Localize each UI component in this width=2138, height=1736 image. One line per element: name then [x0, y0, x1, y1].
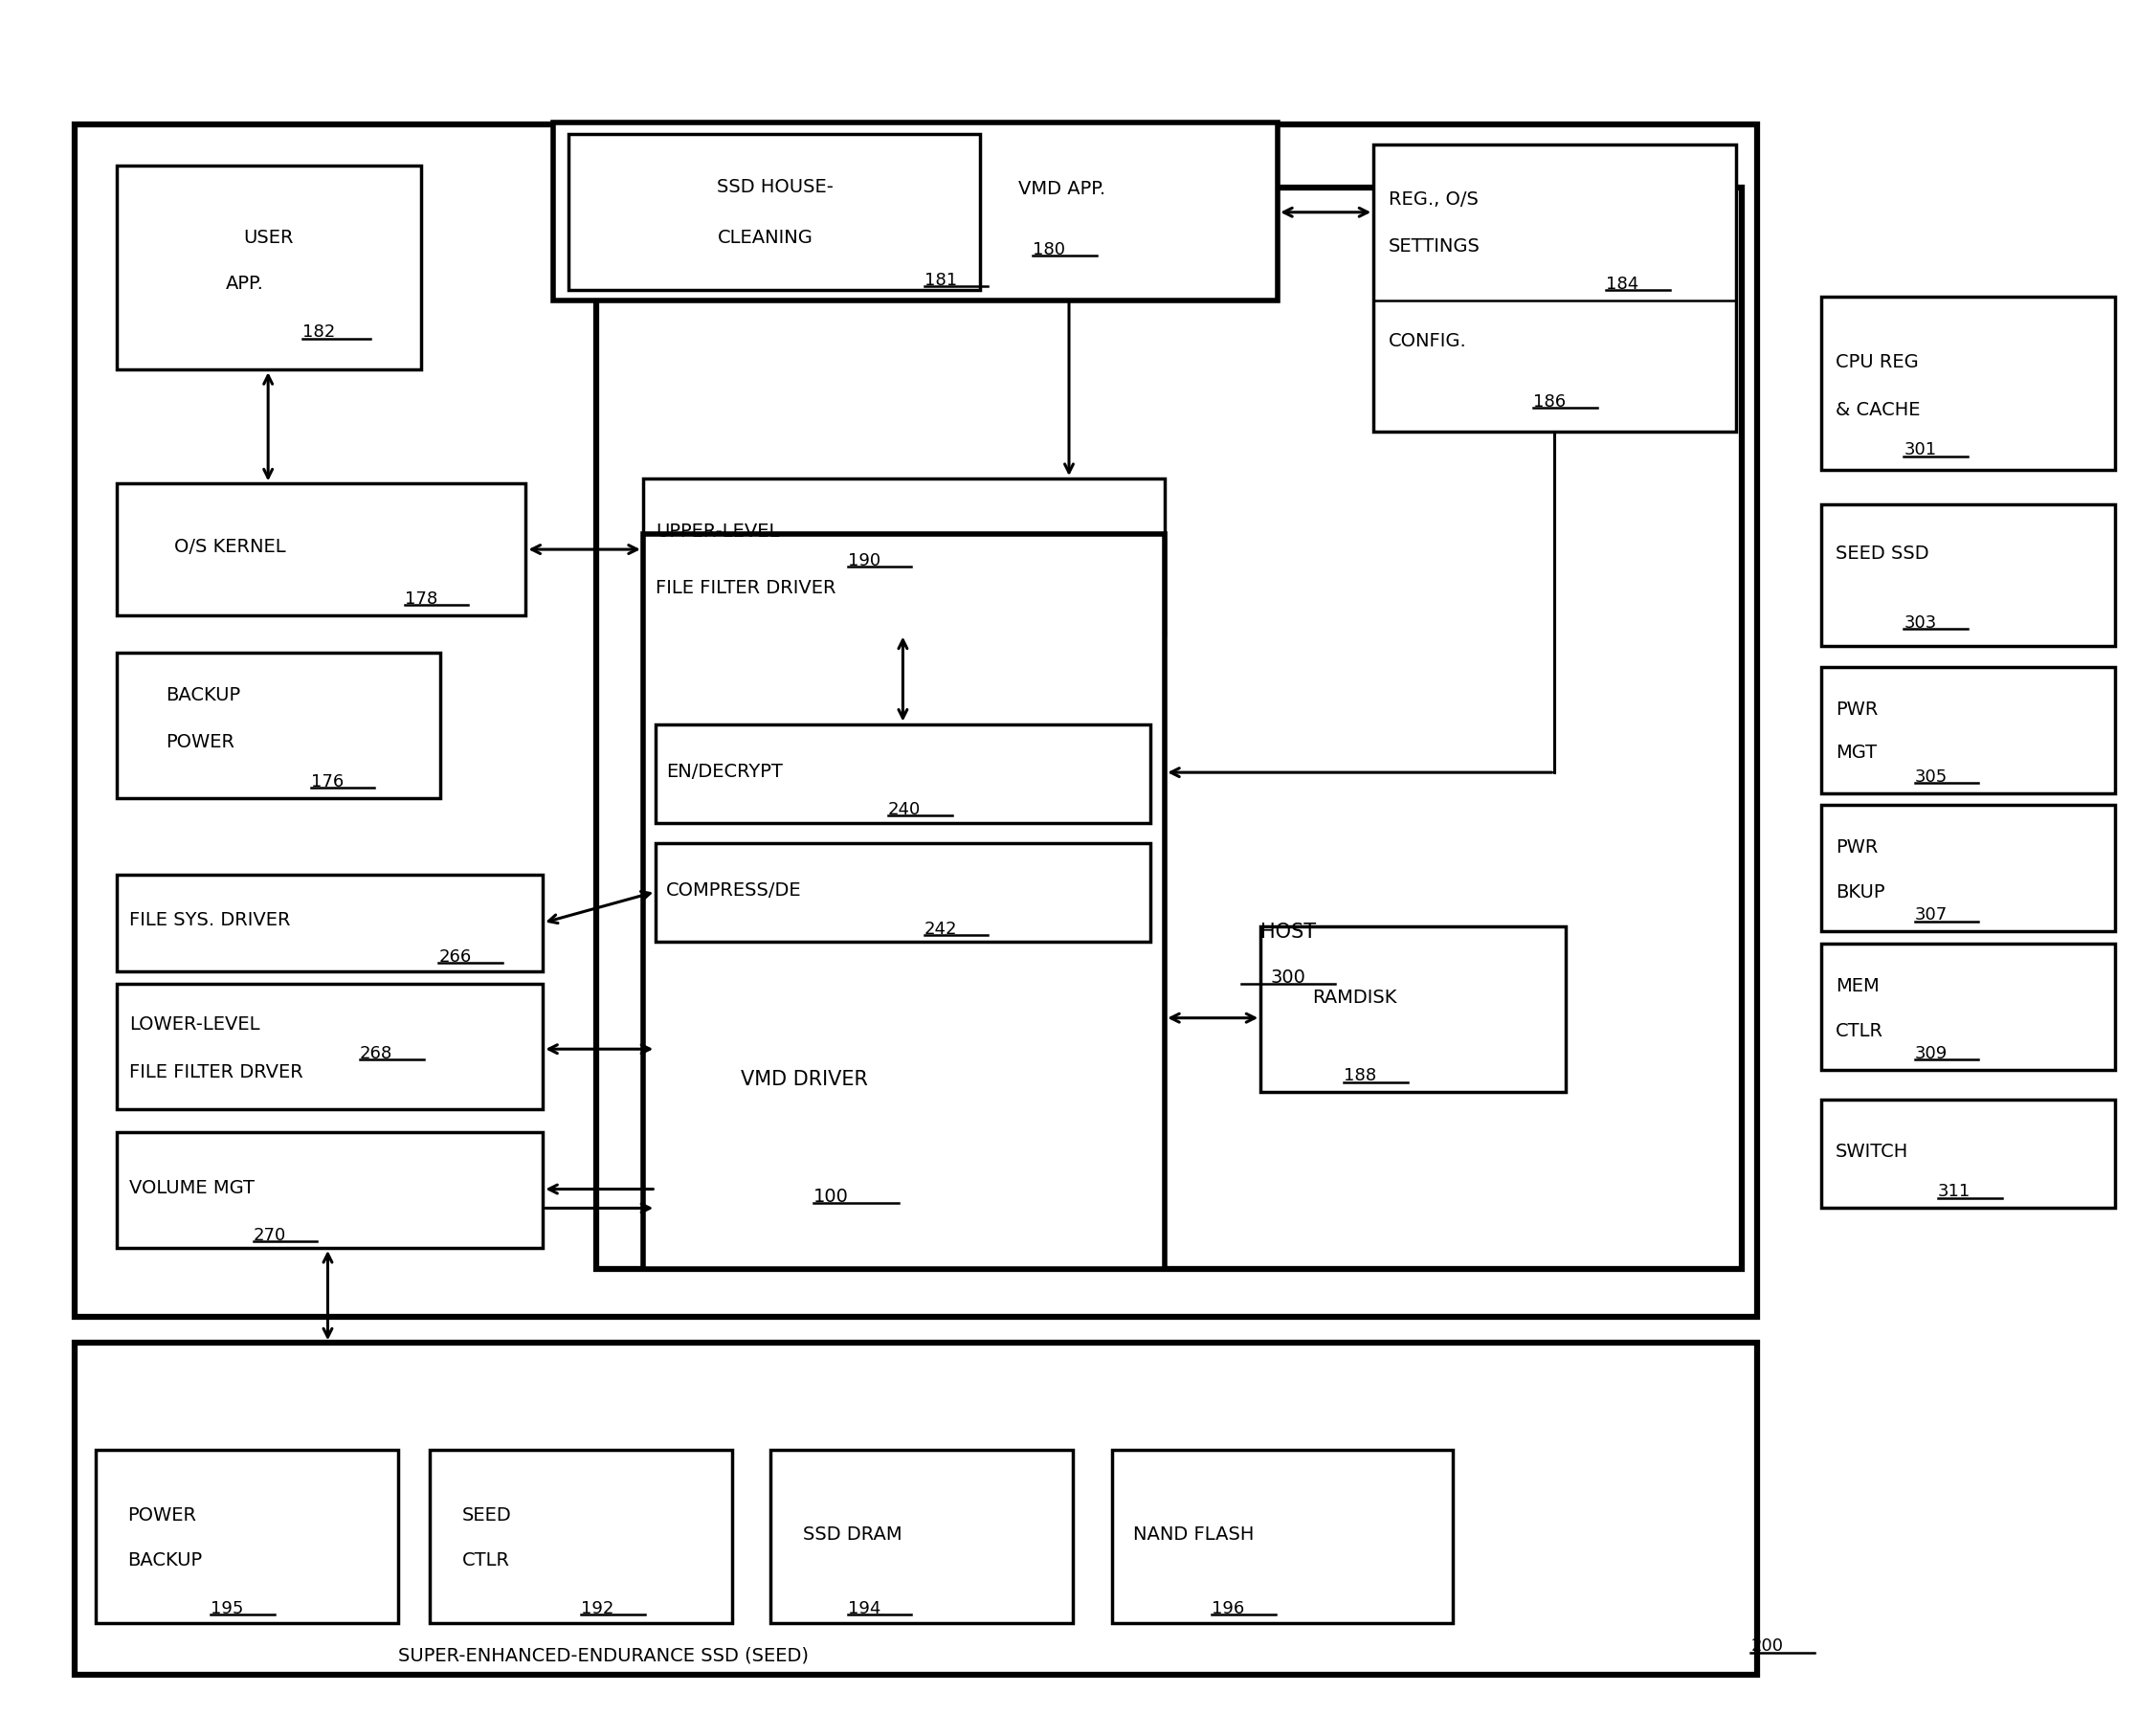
Text: NAND FLASH: NAND FLASH [1133, 1524, 1253, 1542]
Text: & CACHE: & CACHE [1837, 401, 1920, 418]
Text: SEED SSD: SEED SSD [1837, 545, 1928, 562]
Text: 194: 194 [847, 1599, 881, 1616]
Bar [1822, 668, 2114, 793]
Text: CONFIG.: CONFIG. [1388, 332, 1467, 351]
Text: 270: 270 [252, 1226, 286, 1243]
Text: LOWER-LEVEL: LOWER-LEVEL [130, 1014, 261, 1033]
Bar [75, 1344, 1757, 1675]
Text: REG., O/S: REG., O/S [1388, 191, 1477, 208]
Bar [1112, 1450, 1452, 1623]
Bar [772, 1450, 1073, 1623]
Text: 192: 192 [582, 1599, 614, 1616]
Text: POWER: POWER [128, 1505, 197, 1524]
Text: 200: 200 [1751, 1637, 1783, 1654]
Bar [644, 479, 1165, 635]
Text: 182: 182 [301, 323, 336, 340]
Text: 190: 190 [847, 552, 881, 569]
Text: 176: 176 [310, 773, 344, 790]
Bar [1822, 1099, 2114, 1208]
Text: SWITCH: SWITCH [1837, 1142, 1909, 1160]
Text: 301: 301 [1905, 441, 1937, 458]
Text: SETTINGS: SETTINGS [1388, 236, 1479, 255]
Bar [1373, 146, 1736, 432]
Text: EN/DECRYPT: EN/DECRYPT [667, 762, 783, 779]
Bar [118, 654, 440, 799]
Text: SSD DRAM: SSD DRAM [802, 1524, 902, 1542]
Text: 311: 311 [1937, 1182, 1971, 1200]
Text: 268: 268 [359, 1045, 393, 1061]
Text: 195: 195 [212, 1599, 244, 1616]
Text: SEED: SEED [462, 1505, 511, 1524]
Bar [118, 984, 543, 1109]
Text: BACKUP: BACKUP [167, 686, 242, 705]
Text: USER: USER [244, 227, 293, 247]
Bar [644, 535, 1165, 1269]
Text: 188: 188 [1345, 1066, 1377, 1083]
Text: O/S KERNEL: O/S KERNEL [175, 538, 286, 556]
Text: CPU REG: CPU REG [1837, 352, 1918, 372]
Bar [430, 1450, 733, 1623]
Text: 184: 184 [1606, 276, 1638, 293]
Text: 186: 186 [1533, 392, 1565, 410]
Text: SSD HOUSE-: SSD HOUSE- [716, 179, 834, 196]
Text: COMPRESS/DE: COMPRESS/DE [667, 882, 802, 899]
Text: CTLR: CTLR [1837, 1021, 1884, 1040]
Bar [656, 844, 1150, 943]
Text: PWR: PWR [1837, 700, 1879, 719]
Bar [75, 125, 1757, 1318]
Bar [118, 484, 526, 616]
Bar [96, 1450, 398, 1623]
Text: VOLUME MGT: VOLUME MGT [130, 1179, 254, 1196]
Text: BKUP: BKUP [1837, 884, 1886, 901]
Text: FILE FILTER DRVER: FILE FILTER DRVER [130, 1062, 304, 1082]
Text: 307: 307 [1916, 906, 1948, 924]
Text: POWER: POWER [167, 733, 235, 752]
Text: CTLR: CTLR [462, 1550, 509, 1568]
Text: 181: 181 [924, 273, 958, 290]
Text: 305: 305 [1916, 767, 1948, 785]
Bar [118, 1132, 543, 1248]
Text: HOST: HOST [1261, 922, 1317, 941]
Bar [118, 875, 543, 972]
Text: PWR: PWR [1837, 838, 1879, 856]
Text: 240: 240 [887, 800, 921, 818]
Text: RAMDISK: RAMDISK [1313, 988, 1396, 1007]
Text: CLEANING: CLEANING [718, 227, 812, 247]
Text: MGT: MGT [1837, 743, 1877, 762]
Text: BACKUP: BACKUP [128, 1550, 203, 1568]
Text: 196: 196 [1212, 1599, 1244, 1616]
Bar [118, 167, 421, 370]
Text: VMD DRIVER: VMD DRIVER [742, 1069, 868, 1088]
Text: SUPER-ENHANCED-ENDURANCE SSD (SEED): SUPER-ENHANCED-ENDURANCE SSD (SEED) [398, 1646, 808, 1663]
Text: VMD APP.: VMD APP. [1018, 181, 1105, 198]
Text: 266: 266 [438, 948, 470, 965]
Text: FILE FILTER DRIVER: FILE FILTER DRIVER [656, 580, 836, 597]
Bar [1822, 806, 2114, 932]
Bar [1822, 944, 2114, 1069]
Text: 303: 303 [1905, 615, 1937, 632]
Bar [656, 724, 1150, 823]
Text: UPPER-LEVEL: UPPER-LEVEL [656, 523, 780, 540]
Bar [1261, 927, 1565, 1092]
Text: FILE SYS. DRIVER: FILE SYS. DRIVER [130, 911, 291, 929]
Text: 242: 242 [924, 920, 958, 937]
Text: 178: 178 [404, 590, 436, 608]
Bar [1822, 505, 2114, 648]
Text: 300: 300 [1270, 967, 1306, 986]
Bar [1822, 299, 2114, 470]
Text: MEM: MEM [1837, 976, 1879, 995]
Bar [554, 123, 1279, 302]
Text: 100: 100 [812, 1187, 849, 1205]
Text: APP.: APP. [224, 274, 263, 293]
Text: 309: 309 [1916, 1045, 1948, 1061]
Text: 180: 180 [1033, 241, 1065, 259]
Bar [569, 135, 979, 292]
Bar [597, 189, 1742, 1269]
